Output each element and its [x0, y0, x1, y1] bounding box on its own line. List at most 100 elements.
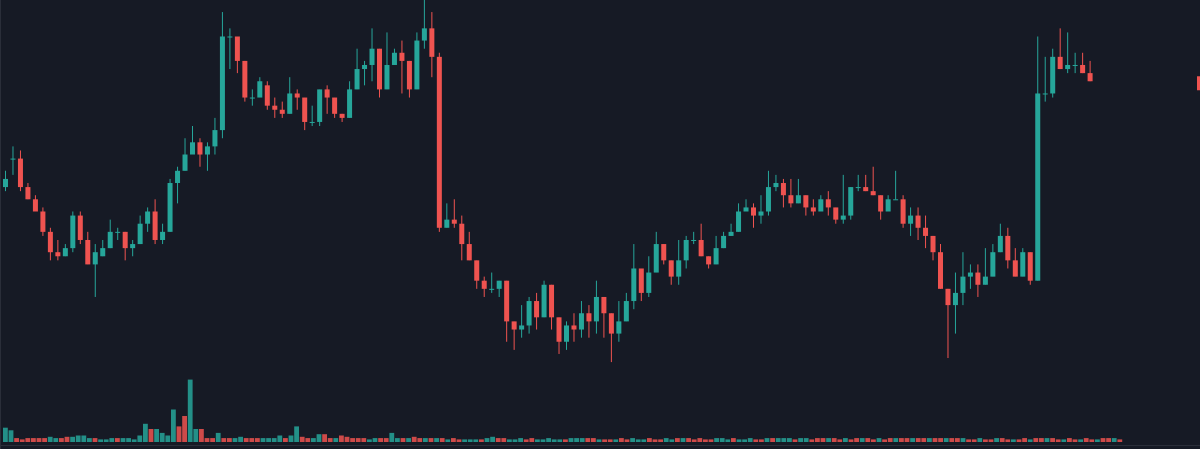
candle[interactable]	[691, 231, 697, 245]
candle[interactable]	[967, 264, 973, 289]
candle[interactable]	[646, 256, 652, 297]
candle[interactable]	[885, 195, 891, 212]
candle[interactable]	[593, 280, 599, 334]
candle[interactable]	[833, 207, 839, 224]
candle[interactable]	[391, 48, 397, 65]
candle[interactable]	[795, 178, 801, 204]
candle[interactable]	[721, 231, 727, 249]
candle[interactable]	[578, 301, 584, 338]
candle[interactable]	[608, 313, 614, 363]
candle[interactable]	[728, 223, 734, 236]
candle[interactable]	[1087, 60, 1093, 82]
candle[interactable]	[938, 244, 943, 289]
candle[interactable]	[77, 211, 83, 245]
candle[interactable]	[70, 211, 76, 253]
candle[interactable]	[324, 85, 330, 114]
candle[interactable]	[698, 223, 704, 257]
candle[interactable]	[780, 178, 786, 208]
candle[interactable]	[309, 105, 315, 127]
candle[interactable]	[219, 12, 225, 139]
candle[interactable]	[848, 187, 854, 220]
candle[interactable]	[878, 195, 884, 220]
candle[interactable]	[242, 60, 248, 102]
candle[interactable]	[145, 207, 151, 232]
candle[interactable]	[668, 260, 674, 285]
candle[interactable]	[736, 203, 742, 232]
candle[interactable]	[818, 195, 824, 212]
candle[interactable]	[1027, 252, 1033, 285]
candle[interactable]	[803, 195, 809, 216]
candle[interactable]	[631, 244, 637, 310]
candle[interactable]	[272, 97, 278, 118]
candle[interactable]	[362, 60, 368, 86]
candle[interactable]	[190, 126, 195, 155]
candle[interactable]	[85, 231, 91, 265]
candle[interactable]	[421, 0, 427, 49]
candle[interactable]	[10, 146, 16, 175]
candle[interactable]	[279, 101, 285, 118]
candle[interactable]	[788, 178, 794, 208]
candle[interactable]	[908, 207, 914, 236]
candle[interactable]	[406, 60, 412, 98]
candle[interactable]	[481, 276, 487, 297]
candle[interactable]	[623, 292, 629, 322]
candle[interactable]	[863, 174, 869, 192]
candle[interactable]	[369, 28, 375, 82]
candle[interactable]	[564, 321, 569, 350]
candle[interactable]	[62, 244, 68, 257]
candle[interactable]	[1057, 28, 1063, 70]
candle[interactable]	[930, 235, 936, 261]
candle[interactable]	[638, 268, 644, 302]
candle[interactable]	[526, 296, 532, 334]
candle[interactable]	[1042, 56, 1048, 102]
candle[interactable]	[152, 199, 158, 245]
candle[interactable]	[751, 203, 756, 228]
candle[interactable]	[167, 178, 173, 232]
candle[interactable]	[444, 203, 450, 228]
candle[interactable]	[960, 252, 966, 306]
candle[interactable]	[549, 284, 555, 330]
candle[interactable]	[616, 301, 622, 342]
candle[interactable]	[519, 305, 525, 338]
candle[interactable]	[661, 244, 667, 265]
candle[interactable]	[556, 317, 562, 354]
candle[interactable]	[227, 28, 233, 70]
candle[interactable]	[653, 231, 659, 273]
candle[interactable]	[466, 231, 472, 261]
candle[interactable]	[107, 219, 113, 249]
candle[interactable]	[204, 142, 210, 171]
candle[interactable]	[414, 32, 420, 90]
candle[interactable]	[40, 207, 46, 236]
candle[interactable]	[952, 272, 958, 334]
candle[interactable]	[339, 113, 345, 122]
candle[interactable]	[923, 215, 929, 249]
candle[interactable]	[287, 77, 293, 114]
candle[interactable]	[347, 81, 353, 118]
candle[interactable]	[55, 239, 61, 261]
candle[interactable]	[302, 97, 308, 131]
candle[interactable]	[713, 235, 719, 265]
candle[interactable]	[997, 223, 1003, 253]
candle[interactable]	[451, 199, 457, 228]
candle[interactable]	[17, 150, 23, 192]
candle[interactable]	[212, 117, 218, 155]
candle[interactable]	[47, 227, 53, 261]
candle[interactable]	[264, 81, 270, 110]
candle[interactable]	[571, 313, 577, 342]
candle[interactable]	[25, 183, 31, 200]
candle[interactable]	[249, 89, 255, 106]
candle[interactable]	[115, 227, 121, 240]
candle[interactable]	[975, 264, 981, 297]
candle[interactable]	[489, 272, 495, 293]
candle[interactable]	[234, 36, 240, 74]
candle[interactable]	[160, 223, 166, 245]
candle[interactable]	[384, 32, 390, 90]
candle[interactable]	[706, 256, 712, 269]
candle[interactable]	[683, 235, 689, 269]
candle[interactable]	[130, 239, 136, 257]
candle[interactable]	[1035, 36, 1041, 281]
candle[interactable]	[990, 244, 996, 277]
candle[interactable]	[182, 138, 188, 171]
